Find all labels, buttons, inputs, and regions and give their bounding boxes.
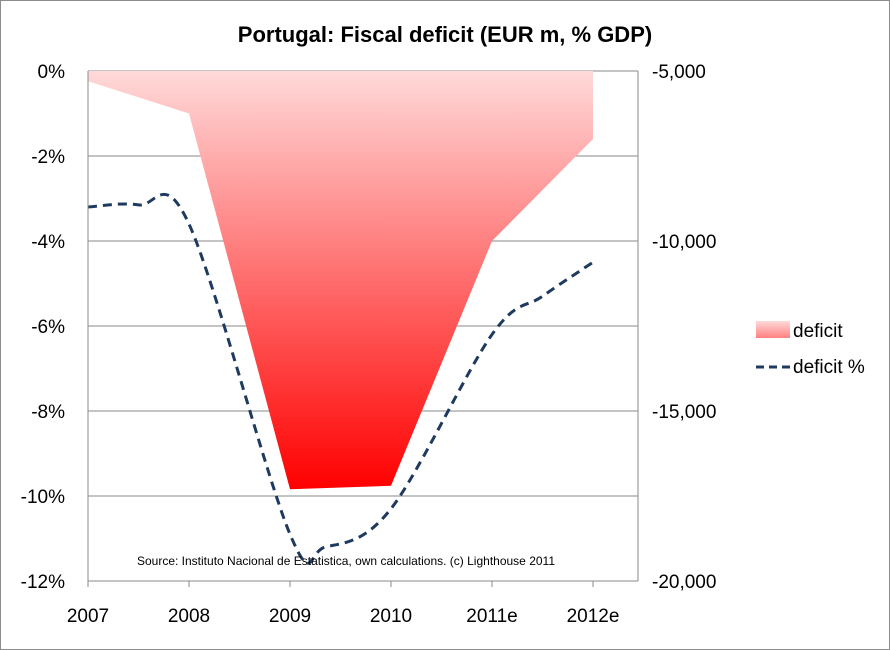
x-tick-label: 2007 bbox=[67, 606, 109, 627]
x-axis-tick-labels: 2007 2008 2009 2010 2011e 2012e bbox=[67, 606, 620, 627]
legend-swatch-deficit bbox=[756, 321, 790, 338]
deficit-pct-line bbox=[87, 192, 594, 565]
deficit-area-layer bbox=[88, 71, 593, 490]
deficit-pct-line-layer bbox=[87, 192, 594, 565]
x-tick-label: 2008 bbox=[168, 606, 210, 627]
source-annotation: Source: Instituto Nacional de Estatistic… bbox=[137, 554, 555, 568]
right-tick-label: -10,000 bbox=[652, 232, 716, 253]
left-tick-label: -12% bbox=[21, 572, 65, 593]
x-tick-label: 2012e bbox=[567, 606, 620, 627]
axes bbox=[87, 71, 639, 587]
left-tick-label: 0% bbox=[38, 62, 66, 83]
right-tick-label: -20,000 bbox=[652, 572, 716, 593]
left-tick-label: -4% bbox=[31, 232, 65, 253]
left-tick-label: -6% bbox=[31, 317, 65, 338]
legend-label-deficit-pct: deficit % bbox=[793, 357, 865, 378]
right-tick-label: -15,000 bbox=[652, 402, 716, 423]
deficit-area bbox=[88, 71, 593, 490]
legend: deficit deficit % bbox=[756, 321, 865, 378]
right-tick-label: -5,000 bbox=[652, 62, 706, 83]
chart-title: Portugal: Fiscal deficit (EUR m, % GDP) bbox=[238, 22, 652, 47]
left-axis-tick-labels: 0% -2% -4% -6% -8% -10% -12% bbox=[21, 62, 65, 593]
x-tick-label: 2010 bbox=[370, 606, 412, 627]
x-tick-label: 2011e bbox=[466, 606, 517, 627]
left-tick-label: -8% bbox=[31, 402, 65, 423]
right-axis-tick-labels: -5,000 -10,000 -15,000 -20,000 bbox=[652, 62, 716, 593]
left-tick-label: -2% bbox=[31, 147, 65, 168]
legend-label-deficit: deficit bbox=[793, 321, 843, 342]
x-tick-label: 2009 bbox=[269, 606, 311, 627]
left-tick-label: -10% bbox=[21, 487, 65, 508]
